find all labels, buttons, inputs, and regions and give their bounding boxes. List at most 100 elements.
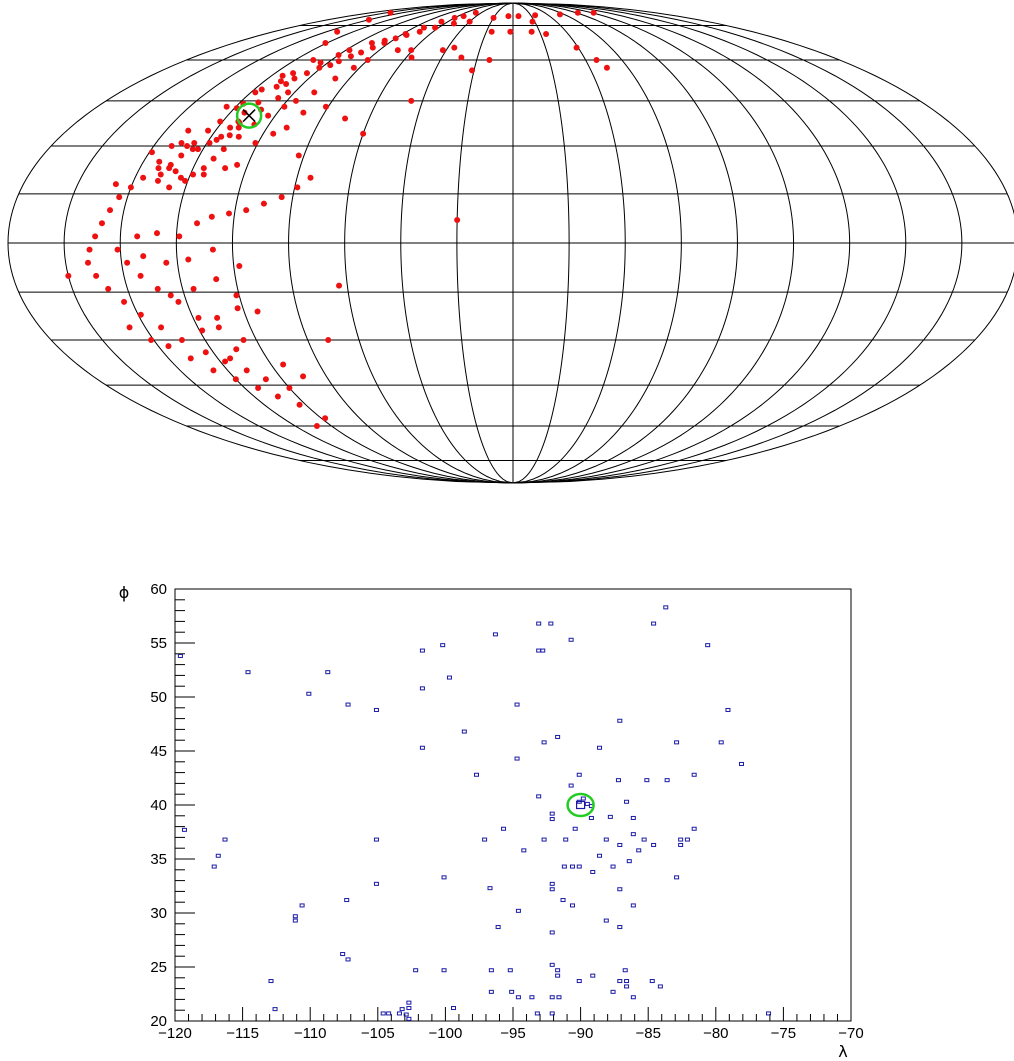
y-axis-label: ϕ [119, 583, 130, 602]
map-point [556, 11, 563, 18]
scatter-point [482, 837, 488, 842]
map-point [532, 12, 539, 19]
map-point [155, 165, 162, 172]
scatter-point [514, 702, 520, 707]
scatter-point [473, 772, 479, 777]
map-point [342, 115, 349, 122]
scatter-point [644, 778, 650, 783]
map-point [166, 184, 173, 191]
axis-tick-labels: −120 −115 −110 −105 −100 −95 −90 −85 −80 −75 −70 20… [150, 581, 863, 1042]
map-point [574, 9, 581, 16]
map-point [185, 256, 192, 263]
map-point [220, 146, 227, 153]
map-point [184, 143, 191, 150]
map-point [295, 152, 302, 159]
x-tick-label: −85 [635, 1025, 660, 1042]
lambda-phi-scatter-plot: −120 −115 −110 −105 −100 −95 −90 −85 −80 −75 −70 20… [119, 581, 864, 1061]
scatter-point [549, 817, 555, 822]
map-point [200, 171, 207, 178]
scatter-point [678, 837, 684, 842]
scatter-point [446, 675, 452, 680]
scatter-point [272, 1007, 278, 1012]
map-point [232, 376, 239, 383]
scatter-point [380, 1011, 386, 1016]
scatter-point [626, 859, 632, 864]
scatter-point [396, 1011, 402, 1016]
map-point [226, 210, 233, 217]
scatter-point [386, 1011, 392, 1016]
axis-ticks [174, 588, 852, 1022]
scatter-point [555, 968, 561, 973]
map-point [310, 57, 317, 64]
scatter-point [624, 984, 630, 989]
map-point [199, 327, 206, 334]
map-point [454, 216, 461, 223]
scatter-point [617, 887, 623, 892]
map-point [346, 47, 353, 54]
map-point [65, 272, 72, 279]
scatter-point [440, 643, 446, 648]
scatter-point [268, 979, 274, 984]
map-point [205, 127, 212, 134]
map-point [126, 324, 133, 331]
map-point [213, 136, 220, 143]
map-point [236, 263, 243, 270]
x-tick-label: −105 [361, 1025, 395, 1042]
map-point [408, 54, 415, 61]
map-point [290, 70, 297, 77]
map-point [116, 194, 123, 201]
scatter-point [674, 875, 680, 880]
map-point [175, 298, 182, 305]
scatter-point [678, 842, 684, 847]
scatter-point [344, 898, 350, 903]
map-points [65, 9, 610, 429]
scatter-point [399, 1007, 405, 1012]
scatter-point [345, 702, 351, 707]
scatter-point [584, 801, 590, 806]
scatter-point [306, 691, 312, 696]
map-point [335, 58, 342, 65]
scatter-point [541, 837, 547, 842]
map-point [154, 177, 161, 184]
map-point [163, 259, 170, 266]
map-point [311, 89, 318, 96]
scatter-point [536, 621, 542, 626]
scatter-point [515, 908, 521, 913]
scatter-point [563, 837, 569, 842]
map-point [360, 130, 367, 137]
map-point [593, 57, 600, 64]
scatter-point [624, 799, 630, 804]
map-point [432, 24, 439, 31]
map-point [254, 308, 261, 315]
map-point [322, 415, 329, 422]
map-point [281, 103, 288, 110]
y-tick-label: 45 [150, 743, 167, 760]
scatter-point [568, 783, 574, 788]
map-point [227, 124, 234, 131]
map-point [189, 146, 196, 153]
scatter-point [373, 881, 379, 886]
scatter-point [617, 842, 623, 847]
map-point [528, 28, 535, 35]
map-highlight-marker [235, 102, 263, 129]
map-point [369, 44, 376, 51]
map-marker-cross [242, 109, 256, 123]
map-point [408, 97, 415, 104]
map-point [167, 161, 174, 168]
scatter-point [725, 707, 731, 712]
scatter-point [617, 925, 623, 930]
map-point [274, 393, 281, 400]
scatter-point [419, 648, 425, 653]
map-point [234, 305, 241, 312]
scatter-point [580, 796, 586, 801]
y-tick-label: 50 [150, 689, 167, 706]
scatter-point [451, 1006, 457, 1011]
scatter-point [684, 837, 690, 842]
map-point [223, 103, 230, 110]
map-point [317, 59, 324, 66]
scatter-point [576, 864, 582, 869]
map-point [255, 384, 262, 391]
map-point [215, 324, 222, 331]
scatter-point [441, 875, 447, 880]
map-point [190, 171, 197, 178]
